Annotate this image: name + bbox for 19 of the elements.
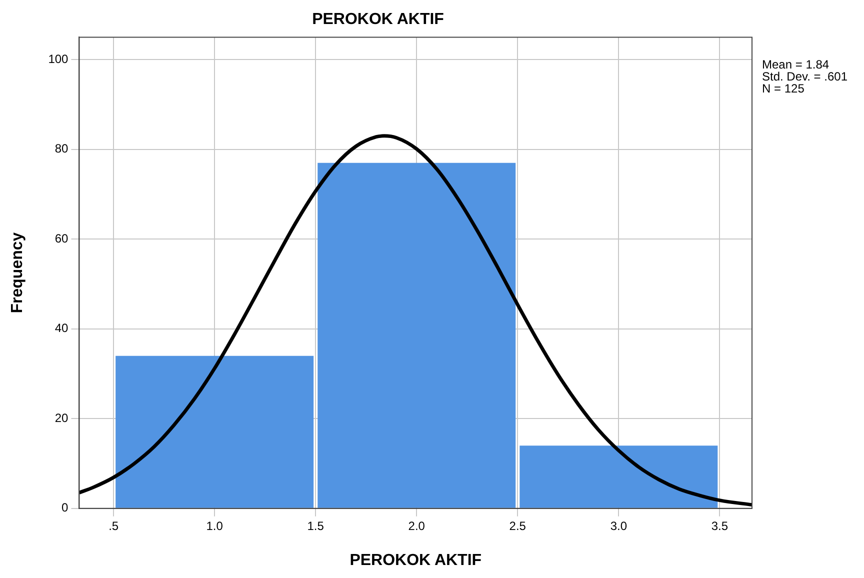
y-axis-title: Frequency (9, 232, 26, 314)
x-tick-label: 1.0 (206, 518, 224, 533)
text: Mean = 1.84 (762, 58, 830, 72)
x-tick-label: 3.5 (711, 518, 728, 533)
chart-title: PEROKOK AKTIF (312, 11, 444, 28)
text: Std. Dev. = .601 (762, 70, 848, 84)
y-tick-label: 100 (48, 52, 69, 66)
y-tick-label: 20 (54, 410, 69, 425)
x-axis-title: PEROKOK AKTIF (350, 552, 482, 569)
text: N = 125 (762, 82, 805, 96)
y-tick-label: 80 (54, 142, 69, 156)
y-tick-label: 0 (62, 500, 69, 515)
y-tick-label: 40 (54, 321, 69, 336)
x-tick-label: 2.0 (408, 518, 426, 533)
x-tick-label: 2.5 (509, 518, 526, 533)
x-tick-label: .5 (108, 518, 119, 533)
x-tick-label: 1.5 (307, 518, 324, 533)
y-tick-label: 60 (54, 231, 69, 246)
x-tick-label: 3.0 (610, 518, 628, 533)
